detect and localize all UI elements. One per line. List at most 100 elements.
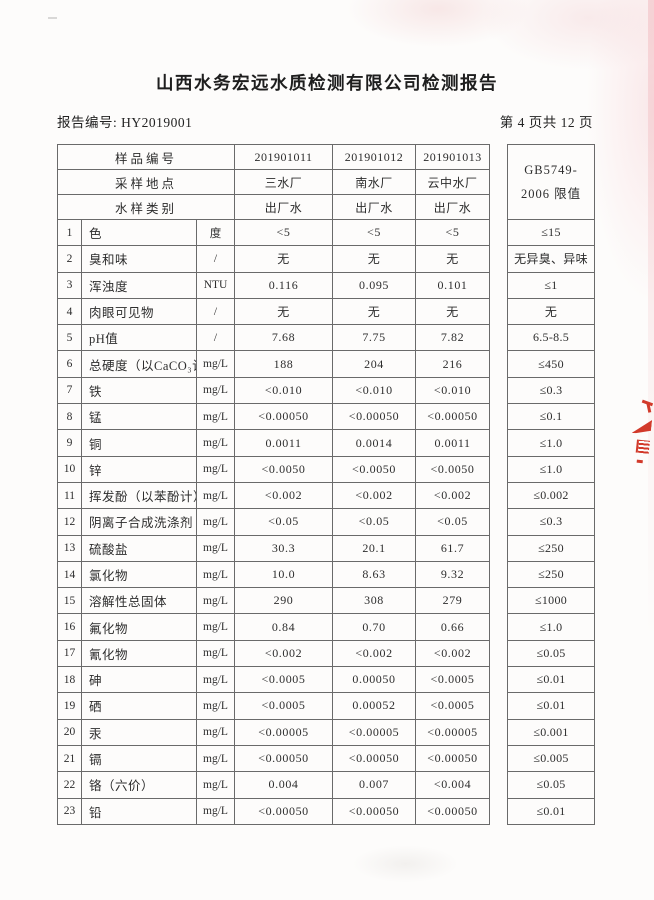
limit-value: ≤1.0 <box>507 429 596 457</box>
sample-value: <0.00050 <box>415 797 491 825</box>
limit-row: ≤250 <box>507 534 596 562</box>
row-number: 13 <box>57 534 82 562</box>
limit-value: ≤250 <box>507 560 596 589</box>
table-row: 5 pH值/7.68 7.75 7.82 <box>57 324 491 352</box>
parameter-unit: NTU <box>195 271 236 299</box>
sample-value: <0.00005 <box>234 718 334 746</box>
sample-value: 10.0 <box>234 560 334 589</box>
parameter-name: 肉眼可见物 <box>81 297 197 326</box>
sample-value: 0.101 <box>415 271 491 299</box>
sample-value: <0.00050 <box>234 744 334 773</box>
limit-row: ≤15 <box>507 218 596 247</box>
header-row-value: 南水厂 <box>332 169 417 195</box>
parameter-name: 镉 <box>81 744 197 773</box>
limit-value: ≤0.3 <box>507 508 596 536</box>
header-row-value: 出厂水 <box>234 194 334 220</box>
parameter-name: 锌 <box>81 455 197 483</box>
row-number: 14 <box>57 560 82 589</box>
table-row: 19 硒 mg/L <0.0005 0.00052 <0.0005 <box>57 692 491 720</box>
parameter-name: 铅 <box>81 797 197 825</box>
sample-value: 无 <box>234 297 334 326</box>
header-row: 样品编号 201901011 201901012 201901013 <box>56 144 491 170</box>
report-meta-line: 报告编号: HY2019001 第 4 页共 12 页 <box>57 111 593 131</box>
sample-value: <0.00050 <box>234 797 334 825</box>
sample-value: <0.0005 <box>234 666 334 694</box>
sample-value: 0.84 <box>234 613 334 641</box>
limit-row: 6.5-8.5 <box>507 324 596 352</box>
parameter-unit: 度 <box>195 218 236 247</box>
limit-header-cell: GB5749- 2006 限值 <box>507 144 596 220</box>
sample-value: <0.00050 <box>332 797 417 825</box>
sample-value: 0.0014 <box>332 429 417 457</box>
table-row: 14 氯化物 mg/L 10.0 8.63 9.32 <box>57 560 491 589</box>
sample-value: 0.116 <box>234 271 334 299</box>
sample-value: 9.32 <box>415 560 491 589</box>
limit-column-table: GB5749- 2006 限值 ≤15 无异臭、异味 ≤1 无 6.5-8.5 ≤450 ≤0.… <box>507 144 596 825</box>
limit-row: ≤0.001 <box>507 718 596 746</box>
parameter-name: 铁 <box>81 376 197 405</box>
sample-value: <0.00005 <box>332 718 417 746</box>
parameter-name: 砷 <box>81 666 197 694</box>
limit-value: ≤1.0 <box>507 455 596 483</box>
limit-value: 6.5-8.5 <box>507 324 596 352</box>
row-number: 6 <box>57 350 82 378</box>
row-number: 15 <box>57 587 82 615</box>
limit-value: ≤450 <box>507 350 596 378</box>
sample-value: 无 <box>415 297 491 326</box>
table-row: 16 氟化物 mg/L 0.84 0.70 0.66 <box>57 613 491 641</box>
sample-value: <5 <box>332 218 417 247</box>
limit-row: ≤0.005 <box>507 744 596 773</box>
row-number: 19 <box>57 692 82 720</box>
sample-value: 0.095 <box>332 271 417 299</box>
table-row: 17 氰化物 mg/L <0.002 <0.002 <0.002 <box>57 639 491 668</box>
scan-speck-artifact <box>48 17 57 19</box>
parameter-unit: mg/L <box>195 350 236 378</box>
row-number: 21 <box>57 744 82 773</box>
table-row: 1 色度 <5 <5 <5 <box>57 218 491 247</box>
red-seal-fragment <box>624 393 654 487</box>
sample-value: 0.007 <box>332 771 417 799</box>
header-row: 采样地点 三水厂 南水厂 云中水厂 <box>56 169 491 195</box>
sample-value: 308 <box>332 587 417 615</box>
row-number: 20 <box>57 718 82 746</box>
parameter-unit: / <box>195 324 236 352</box>
sample-value: 20.1 <box>332 534 417 562</box>
seal-stroke <box>632 418 652 435</box>
sample-value: 0.00052 <box>332 692 417 720</box>
parameter-name: 挥发酚（以苯酚计） <box>81 481 197 510</box>
sample-value: <0.0005 <box>415 666 491 694</box>
parameter-name: 硒 <box>81 692 197 720</box>
sample-value: <0.0005 <box>234 692 334 720</box>
sample-value: 204 <box>332 350 417 378</box>
sample-value: 216 <box>415 350 491 378</box>
table-row: 22 铬（六价） mg/L 0.004 0.007 <0.004 <box>57 771 491 799</box>
limit-value: ≤0.3 <box>507 376 596 405</box>
row-number: 4 <box>57 297 82 326</box>
sample-value: <0.05 <box>332 508 417 536</box>
limit-row: ≤1 <box>507 271 596 299</box>
sample-value: <0.0005 <box>415 692 491 720</box>
row-number: 7 <box>57 376 82 405</box>
header-row-value: 出厂水 <box>415 194 491 220</box>
limit-header-row: GB5749- 2006 限值 <box>507 144 596 220</box>
sample-value: 0.0011 <box>234 429 334 457</box>
limit-value: ≤0.005 <box>507 744 596 773</box>
limit-value: ≤0.002 <box>507 481 596 510</box>
sample-value: 7.68 <box>234 324 334 352</box>
limit-value: 无 <box>507 297 596 326</box>
row-number: 1 <box>57 218 82 247</box>
table-row: 2 臭和味 / 无无无 <box>57 245 491 273</box>
report-number: 报告编号: HY2019001 <box>57 115 193 130</box>
header-row-value: 201901012 <box>332 144 417 170</box>
limit-header-line1: GB5749- <box>524 163 578 177</box>
header-row-value: 201901011 <box>234 144 334 170</box>
sample-value: 0.66 <box>415 613 491 641</box>
parameter-unit: mg/L <box>195 771 236 799</box>
parameter-unit: mg/L <box>195 587 236 615</box>
row-number: 23 <box>57 797 82 825</box>
limit-row: ≤0.3 <box>507 508 596 536</box>
sample-value: <0.00050 <box>415 744 491 773</box>
table-row: 12 阴离子合成洗涤剂 mg/L <0.05 <0.05 <0.05 <box>57 508 491 536</box>
sample-value: <0.00050 <box>332 403 417 431</box>
